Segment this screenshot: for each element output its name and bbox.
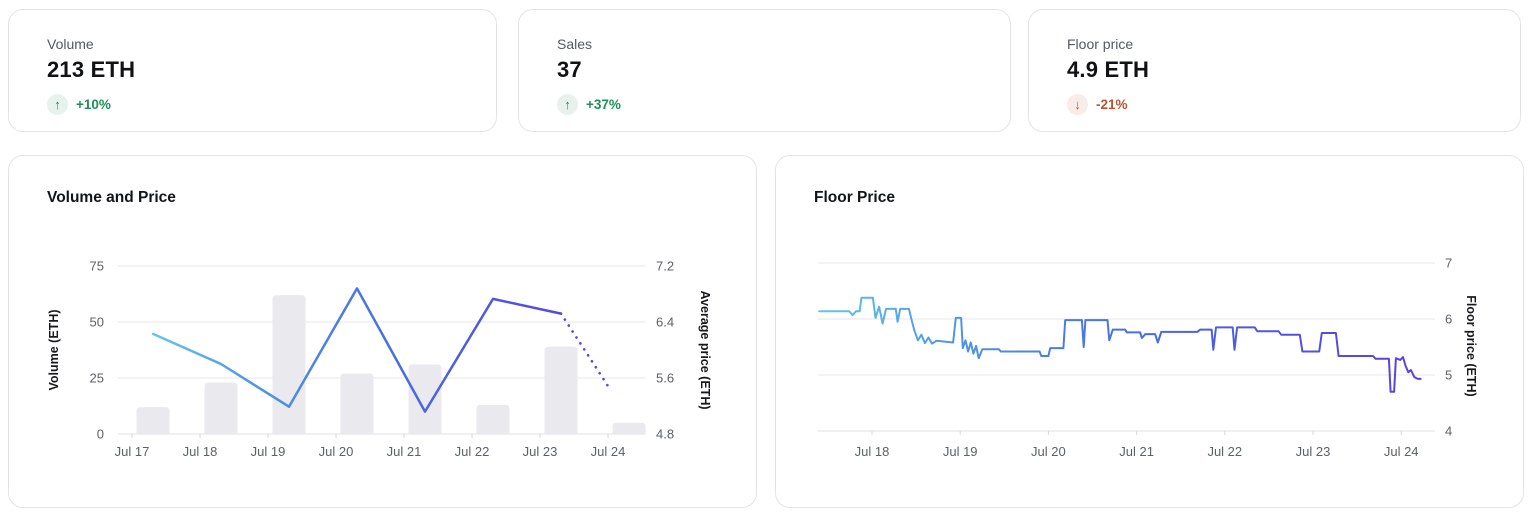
svg-text:Jul 21: Jul 21: [1119, 444, 1154, 459]
stat-card-sales: Sales 37 ↑ +37%: [518, 9, 1011, 132]
svg-text:Jul 20: Jul 20: [319, 444, 354, 459]
stat-card-floor-price: Floor price 4.9 ETH ↓ -21%: [1028, 9, 1521, 132]
stat-card-volume: Volume 213 ETH ↑ +10%: [8, 9, 497, 132]
volume-price-chart[interactable]: 0 4.8 25 5.6 50 6.4 75 7.2 Jul 17 Jul 18 Jul 19 Jul…: [9, 156, 758, 509]
svg-text:7.2: 7.2: [656, 259, 674, 274]
svg-text:7: 7: [1445, 256, 1452, 271]
svg-text:25: 25: [90, 371, 104, 386]
change-percent: +10%: [76, 97, 111, 112]
change-percent: -21%: [1096, 97, 1128, 112]
svg-text:0: 0: [97, 427, 104, 442]
floor-price-chart[interactable]: 7 6 5 4 Jul 18 Jul 19 Jul 20 Jul 21 Jul 22 Jul 23…: [776, 156, 1525, 509]
svg-text:5.6: 5.6: [656, 371, 674, 386]
svg-text:Volume (ETH): Volume (ETH): [47, 309, 61, 390]
stat-label: Floor price: [1067, 36, 1134, 52]
stat-value: 4.9 ETH: [1067, 57, 1150, 82]
svg-text:Jul 17: Jul 17: [115, 444, 150, 459]
svg-text:Jul 24: Jul 24: [1384, 444, 1419, 459]
svg-text:4.8: 4.8: [656, 427, 674, 442]
stat-label: Sales: [557, 36, 593, 52]
svg-text:Jul 22: Jul 22: [455, 444, 490, 459]
svg-text:Jul 22: Jul 22: [1207, 444, 1242, 459]
svg-text:Jul 23: Jul 23: [523, 444, 558, 459]
change-badge: ↓ -21%: [1067, 94, 1520, 115]
svg-text:Jul 20: Jul 20: [1031, 444, 1066, 459]
change-percent: +37%: [586, 97, 621, 112]
chart-title: Volume and Price: [47, 189, 176, 206]
arrow-down-icon: ↓: [1067, 94, 1088, 115]
chart-title: Floor Price: [814, 189, 895, 206]
svg-text:Jul 19: Jul 19: [943, 444, 978, 459]
svg-text:Jul 18: Jul 18: [183, 444, 218, 459]
svg-text:Jul 18: Jul 18: [855, 444, 890, 459]
svg-text:6: 6: [1445, 312, 1452, 327]
svg-text:4: 4: [1445, 424, 1452, 439]
volume-price-panel: Volume and Price 0 4.8 25 5.6 50 6.4 75 7.2 Jul …: [8, 155, 757, 508]
change-badge: ↑ +37%: [557, 94, 1010, 115]
svg-text:75: 75: [90, 259, 104, 274]
svg-text:Jul 21: Jul 21: [387, 444, 422, 459]
svg-text:Floor price (ETH): Floor price (ETH): [1464, 295, 1478, 396]
change-badge: ↑ +10%: [47, 94, 496, 115]
stat-value: 213 ETH: [47, 57, 136, 82]
svg-text:Jul 24: Jul 24: [591, 444, 626, 459]
svg-text:Average price (ETH): Average price (ETH): [698, 290, 712, 409]
svg-text:50: 50: [90, 315, 104, 330]
stat-value: 37: [557, 57, 582, 82]
floor-price-panel: Floor Price 7 6 5 4 Jul 18 Jul 19 Jul 20 Jul 21…: [775, 155, 1524, 508]
arrow-up-icon: ↑: [557, 94, 578, 115]
svg-text:6.4: 6.4: [656, 315, 674, 330]
arrow-up-icon: ↑: [47, 94, 68, 115]
svg-text:Jul 19: Jul 19: [251, 444, 286, 459]
stat-label: Volume: [47, 36, 94, 52]
svg-text:5: 5: [1445, 368, 1452, 383]
svg-text:Jul 23: Jul 23: [1296, 444, 1331, 459]
